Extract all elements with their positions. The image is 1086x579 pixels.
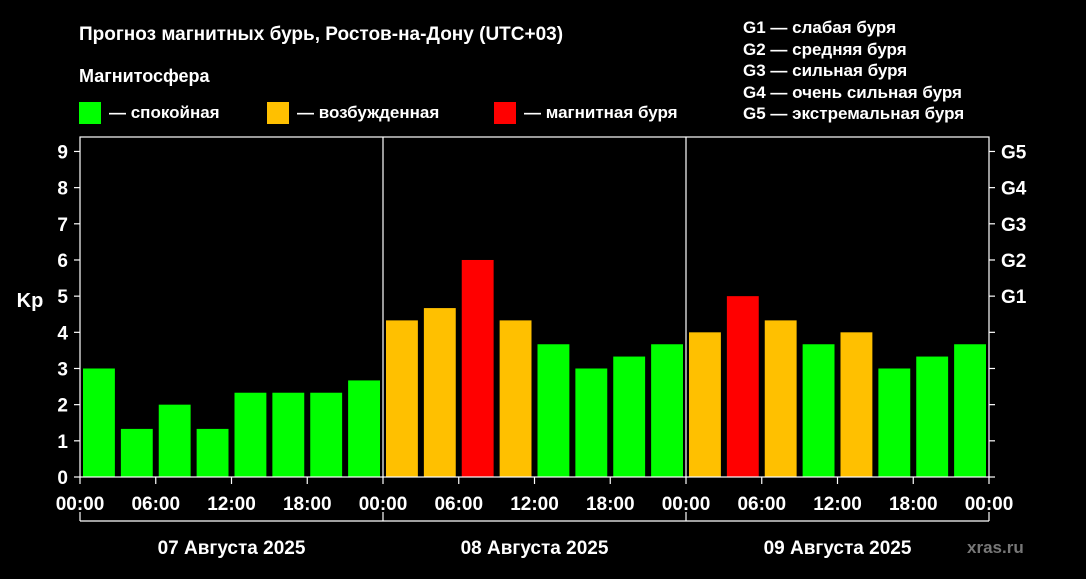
x-tick-label: 00:00	[359, 494, 408, 515]
g-scale-legend: G1 — слабая буря G2 — средняя буря G3 — …	[743, 17, 964, 125]
kp-bar	[423, 308, 456, 477]
legend-swatch-quiet	[79, 102, 101, 124]
legend-item-quiet: — спокойная	[79, 101, 220, 125]
g-legend-item: G2 — средняя буря	[743, 39, 907, 59]
y-tick-label: 5	[57, 287, 68, 308]
kp-bar	[386, 320, 418, 477]
x-tick-label: 06:00	[434, 494, 483, 515]
kp-bar	[461, 259, 494, 477]
g-legend-item: G5 — экстремальная буря	[743, 104, 965, 124]
y-tick-label: 2	[57, 396, 68, 417]
kp-bar	[726, 296, 759, 477]
x-tick-label: 12:00	[510, 494, 559, 515]
kp-bar	[689, 332, 721, 477]
kp-bar	[120, 428, 153, 477]
kp-bar	[310, 392, 343, 477]
chart-title: Прогноз магнитных бурь, Ростов-на-Дону (…	[79, 24, 564, 45]
day-label: 09 Августа 2025	[764, 538, 912, 559]
kp-bar	[878, 368, 911, 477]
kp-bar	[575, 368, 608, 477]
kp-bar	[651, 344, 683, 477]
x-tick-label: 18:00	[283, 494, 332, 515]
day-label: 07 Августа 2025	[158, 538, 306, 559]
kp-bar	[764, 320, 797, 477]
kp-bar	[840, 332, 873, 477]
day-label: 08 Августа 2025	[461, 538, 609, 559]
watermark: xras.ru	[967, 538, 1024, 557]
kp-bar	[196, 428, 229, 477]
x-tick-label: 12:00	[207, 494, 256, 515]
legend-item-storm: — магнитная буря	[494, 101, 678, 125]
x-tick-label: 00:00	[965, 494, 1014, 515]
y-axis-label: Kp	[17, 290, 44, 312]
legend-item-active: — возбужденная	[267, 101, 439, 125]
y-tick-label: 6	[57, 251, 68, 272]
x-tick-label: 00:00	[56, 494, 105, 515]
y-tick-label: 8	[57, 179, 68, 200]
chart-subtitle: Магнитосфера	[79, 66, 210, 86]
x-tick-label: 12:00	[813, 494, 862, 515]
kp-bar	[802, 344, 835, 477]
g-scale-label: G5	[1001, 142, 1027, 163]
x-tick-label: 06:00	[131, 494, 180, 515]
legend-label-active: — возбужденная	[297, 103, 440, 122]
g-scale-label: G3	[1001, 215, 1026, 236]
y-tick-label: 1	[57, 432, 68, 453]
x-tick-label: 00:00	[662, 494, 711, 515]
y-tick-label: 3	[57, 359, 68, 380]
kp-bar	[537, 344, 570, 477]
kp-bar	[348, 380, 380, 477]
g-legend-item: G3 — сильная буря	[743, 61, 908, 81]
kp-bar	[272, 392, 305, 477]
g-scale-label: G2	[1001, 251, 1026, 272]
kp-bar	[234, 392, 267, 477]
x-tick-label: 18:00	[586, 494, 635, 515]
legend-swatch-active	[267, 102, 289, 124]
kp-bar	[613, 356, 646, 477]
g-scale-label: G1	[1001, 287, 1027, 308]
legend-label-quiet: — спокойная	[109, 103, 220, 122]
y-tick-label: 0	[57, 468, 68, 489]
kp-bar	[954, 344, 986, 477]
x-tick-label: 06:00	[737, 494, 786, 515]
kp-bar	[499, 320, 532, 477]
kp-bar	[83, 368, 115, 477]
y-tick-label: 7	[57, 215, 68, 236]
g-legend-item: G1 — слабая буря	[743, 18, 897, 37]
kp-bar	[916, 356, 949, 477]
kp-bar	[158, 404, 191, 477]
g-scale-label: G4	[1001, 179, 1027, 200]
x-tick-label: 18:00	[889, 494, 938, 515]
g-legend-item: G4 — очень сильная буря	[743, 82, 962, 102]
y-tick-label: 9	[57, 142, 68, 163]
y-tick-label: 4	[57, 323, 68, 344]
legend-label-storm: — магнитная буря	[524, 103, 678, 122]
legend-swatch-storm	[494, 102, 516, 124]
